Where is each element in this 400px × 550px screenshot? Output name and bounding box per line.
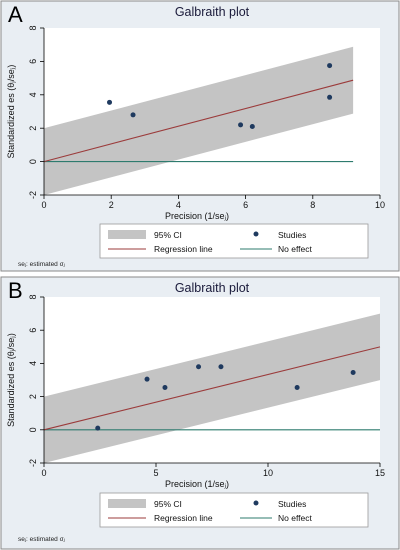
study-point-2 — [238, 122, 244, 128]
legend-label-ci: 95% CI — [154, 230, 182, 240]
study-point-4 — [218, 364, 224, 370]
legend-box — [99, 223, 369, 259]
footnote: seⱼ: estimated σⱼ — [18, 536, 65, 543]
footnote: seⱼ: estimated σⱼ — [18, 261, 65, 268]
legend-label-studies: Studies — [278, 230, 306, 240]
y-tick-label: 2 — [28, 394, 38, 399]
y-axis-label: Standardized es (θⱼ/seⱼ) — [6, 65, 16, 159]
chart-title: Galbraith plot — [175, 281, 250, 295]
study-point-3 — [196, 364, 202, 370]
regression-line — [43, 79, 354, 163]
y-axis-label: Standardized es (θⱼ/seⱼ) — [6, 333, 16, 427]
study-point-1 — [144, 376, 150, 382]
legend-label-regression: Regression line — [154, 513, 213, 523]
legend: 95% CI Studies Regression line No effect — [99, 223, 369, 259]
study-point-6 — [350, 370, 356, 376]
study-point-4 — [327, 63, 333, 69]
legend: 95% CI Studies Regression line No effect — [99, 492, 369, 528]
legend-label-regression: Regression line — [154, 244, 213, 254]
x-tick-label: 0 — [41, 200, 46, 210]
legend-label-studies: Studies — [278, 499, 306, 509]
x-axis-label: Precision (1/seⱼ) — [165, 211, 229, 221]
y-tick-label: 4 — [28, 361, 38, 366]
legend-swatch-ci — [108, 499, 146, 508]
x-tick-label: 6 — [243, 200, 248, 210]
study-point-5 — [327, 94, 333, 100]
y-tick-label: 6 — [28, 59, 38, 64]
y-tick-label: 4 — [28, 92, 38, 97]
study-point-0 — [107, 99, 113, 105]
y-tick-label: 2 — [28, 126, 38, 131]
legend-label-ci: 95% CI — [154, 499, 182, 509]
x-tick-label: 10 — [375, 200, 385, 210]
regression-line — [43, 346, 381, 431]
study-point-2 — [162, 384, 168, 390]
x-tick-label: 5 — [153, 468, 158, 478]
x-tick-label: 8 — [310, 200, 315, 210]
x-tick-label: 2 — [109, 200, 114, 210]
x-tick-label: 4 — [176, 200, 181, 210]
study-point-5 — [294, 384, 300, 390]
study-point-3 — [249, 124, 255, 130]
legend-swatch-studies — [253, 500, 259, 506]
y-tick-label: -2 — [28, 191, 38, 199]
y-tick-label: 8 — [28, 25, 38, 30]
panel-letter: B — [8, 278, 23, 303]
y-tick-label: -2 — [28, 459, 38, 467]
y-tick-label: 8 — [28, 294, 38, 299]
study-point-0 — [95, 425, 101, 431]
chart-title: Galbraith plot — [175, 5, 250, 19]
legend-label-no-effect: No effect — [278, 244, 313, 254]
x-tick-label: 10 — [263, 468, 273, 478]
study-point-1 — [130, 112, 136, 118]
y-tick-label: 0 — [28, 427, 38, 432]
y-tick-label: 0 — [28, 159, 38, 164]
legend-label-no-effect: No effect — [278, 513, 313, 523]
x-axis-label: Precision (1/seⱼ) — [165, 479, 229, 489]
x-tick-label: 0 — [41, 468, 46, 478]
legend-swatch-studies — [253, 231, 259, 237]
panel-letter: A — [8, 2, 23, 27]
x-tick-label: 15 — [375, 468, 385, 478]
legend-box — [99, 492, 369, 528]
y-tick-label: 6 — [28, 328, 38, 333]
legend-swatch-ci — [108, 230, 146, 239]
